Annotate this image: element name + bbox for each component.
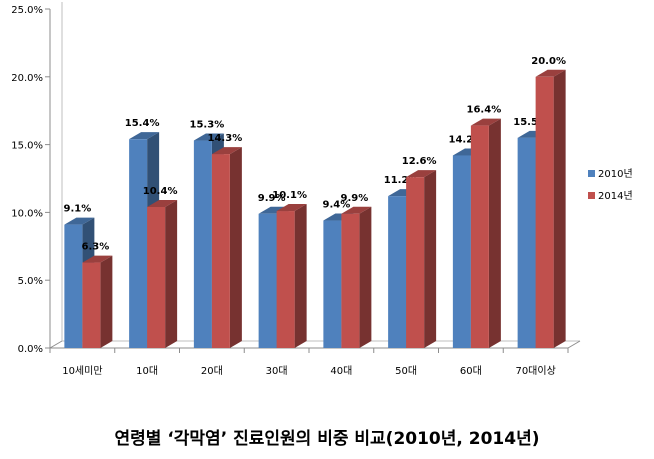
y-tick-label: 15.0% — [11, 141, 43, 152]
series-1-bar-top — [193, 133, 224, 141]
series-1-bar — [388, 196, 407, 348]
series-1-data-label: 14.2% — [449, 134, 484, 145]
series-2-bar — [276, 211, 295, 348]
series-2-data-label: 9.9% — [341, 193, 369, 204]
series-2-bar-top — [535, 69, 566, 77]
series-2-bar-top — [470, 118, 501, 126]
series-2-bar — [535, 76, 554, 349]
series-2-bar-top — [211, 147, 242, 155]
series-2-bar-side — [165, 199, 178, 348]
series-2-bar — [406, 177, 425, 348]
y-tick-label: 20.0% — [11, 73, 43, 84]
series-1-data-label: 11.2% — [384, 175, 419, 186]
series-2-bar-top — [406, 170, 437, 178]
series-1-bar-top — [64, 217, 95, 225]
x-tick-label: 10대 — [136, 365, 158, 377]
series-1-data-label: 15.4% — [125, 118, 160, 129]
legend-label: 2010년 — [598, 168, 633, 180]
series-1-bar-top — [129, 132, 160, 140]
x-tick-label: 20대 — [201, 365, 223, 377]
series-2-bar — [147, 206, 166, 348]
series-2-bar-side — [424, 170, 437, 348]
y-tick-label: 25.0% — [11, 5, 43, 16]
series-1-data-label: 9.1% — [64, 204, 92, 215]
series-2-data-label: 14.3% — [208, 133, 243, 144]
legend-label: 2014년 — [598, 190, 633, 202]
floor-right-edge — [567, 340, 581, 349]
legend-swatch — [588, 170, 595, 177]
floor-left-edge — [49, 340, 63, 349]
series-1-data-label: 9.4% — [323, 200, 351, 211]
x-tick-label: 30대 — [266, 365, 288, 377]
series-1-data-label: 9.9% — [258, 193, 286, 204]
series-1-bar — [517, 137, 536, 348]
series-2-bar-side — [294, 204, 307, 348]
series-1-data-label: 15.3% — [190, 120, 225, 131]
x-tick-label: 10세미만 — [62, 365, 102, 377]
series-2-bar — [341, 213, 360, 348]
series-2-bar — [82, 262, 101, 348]
series-2-bar-side — [488, 118, 501, 348]
series-2-bar-side — [359, 206, 372, 348]
series-2-bar — [211, 154, 230, 348]
x-tick-label: 50대 — [395, 365, 417, 377]
series-1-bar — [129, 139, 148, 348]
series-1-bar — [64, 224, 83, 348]
y-tick-label: 0.0% — [18, 344, 43, 355]
legend-swatch — [588, 192, 595, 199]
series-2-data-label: 16.4% — [467, 105, 502, 116]
x-tick-label: 60대 — [460, 365, 482, 377]
series-2-bar-top — [341, 206, 372, 214]
series-2-data-label: 6.3% — [82, 242, 110, 253]
series-2-bar-top — [82, 255, 113, 263]
y-tick-label: 5.0% — [18, 276, 43, 287]
series-1-bar — [258, 213, 277, 348]
series-2-bar-top — [276, 204, 307, 212]
series-2-data-label: 12.6% — [402, 156, 437, 167]
x-tick-label: 70대이상 — [515, 365, 555, 377]
series-2-data-label: 10.1% — [272, 190, 307, 201]
series-2-data-label: 10.4% — [143, 186, 178, 197]
series-1-data-label: 15.5% — [513, 117, 548, 128]
series-2-bar-side — [229, 147, 242, 348]
series-2-data-label: 20.0% — [531, 56, 566, 67]
series-1-bar — [193, 140, 212, 348]
series-1-bar — [452, 155, 471, 348]
series-2-bar — [470, 125, 489, 348]
series-1-bar — [323, 220, 342, 348]
series-2-bar-side — [553, 69, 566, 349]
y-tick-label: 10.0% — [11, 208, 43, 219]
series-2-bar-top — [147, 199, 178, 207]
chart-caption: 연령별 ‘각막염’ 진료인원의 비중 비교(2010년, 2014년) — [114, 429, 540, 449]
x-tick-label: 40대 — [330, 365, 352, 377]
series-2-bar-side — [100, 255, 113, 348]
